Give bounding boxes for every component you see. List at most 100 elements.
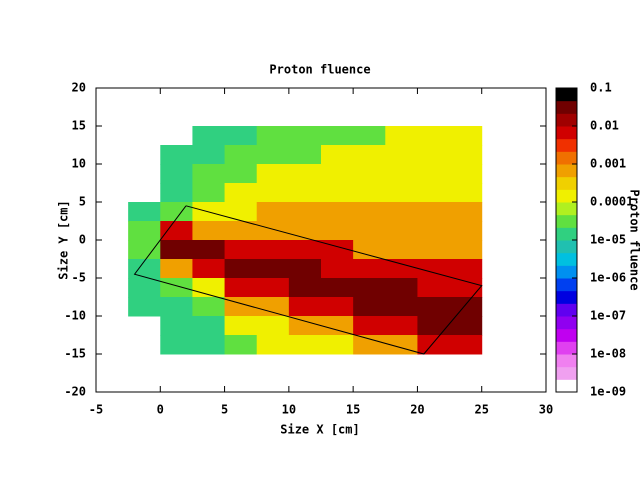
heatmap-cell bbox=[192, 297, 226, 317]
x-tick-label: 5 bbox=[221, 403, 228, 417]
colorbar-band bbox=[556, 252, 577, 266]
heatmap-cell bbox=[288, 202, 322, 222]
heatmap-cell bbox=[385, 164, 418, 184]
heatmap-cell bbox=[128, 202, 161, 222]
heatmap-cell bbox=[160, 164, 193, 184]
heatmap-cell bbox=[192, 221, 226, 241]
colorbar-tick-label: 0.0001 bbox=[590, 195, 633, 209]
heatmap-cell bbox=[128, 221, 161, 241]
heatmap-cell bbox=[417, 240, 451, 260]
heatmap-cell bbox=[224, 145, 258, 165]
heatmap-cell bbox=[385, 221, 418, 241]
heatmap-cell bbox=[224, 259, 258, 279]
colorbar-tick-label: 0.001 bbox=[590, 157, 626, 171]
colorbar-band bbox=[556, 113, 577, 127]
colorbar-tick-label: 0.1 bbox=[590, 81, 612, 95]
heatmap-cell bbox=[385, 183, 418, 203]
heatmap-cell bbox=[288, 335, 322, 355]
colorbar-band bbox=[556, 290, 577, 304]
heatmap-cell bbox=[192, 240, 226, 260]
heatmap-cell bbox=[288, 259, 322, 279]
heatmap-cell bbox=[128, 278, 161, 298]
heatmap-cell bbox=[256, 202, 290, 222]
heatmap-cell bbox=[160, 316, 193, 336]
heatmap-cell bbox=[288, 297, 322, 317]
heatmap-cell bbox=[160, 335, 193, 355]
heatmap-cell bbox=[449, 221, 483, 241]
heatmap-cell bbox=[417, 297, 451, 317]
heatmap-cell bbox=[321, 297, 354, 317]
heatmap-cell bbox=[224, 278, 258, 298]
heatmap-cell bbox=[321, 316, 354, 336]
heatmap-cell bbox=[353, 183, 386, 203]
heatmap-cell bbox=[224, 240, 258, 260]
colorbar-band bbox=[556, 138, 577, 152]
beam-outline bbox=[133, 205, 483, 355]
colorbar-band bbox=[556, 202, 577, 216]
heatmap-cell bbox=[128, 240, 161, 260]
heatmap-cell bbox=[160, 221, 193, 241]
colorbar-band bbox=[556, 316, 577, 330]
heatmap-cell bbox=[256, 145, 290, 165]
heatmap-cell bbox=[160, 297, 193, 317]
heatmap-cell bbox=[160, 183, 193, 203]
heatmap-cell bbox=[256, 297, 290, 317]
heatmap-cell bbox=[353, 335, 386, 355]
heatmap-cell bbox=[449, 278, 483, 298]
heatmap-cell bbox=[449, 316, 483, 336]
heatmap-cell bbox=[321, 164, 354, 184]
heatmap-cell bbox=[192, 145, 226, 165]
heatmap-cell bbox=[385, 145, 418, 165]
colorbar-band bbox=[556, 303, 577, 317]
colorbar-band bbox=[556, 265, 577, 279]
heatmap-cell bbox=[353, 297, 386, 317]
heatmap-cell bbox=[449, 335, 483, 355]
heatmap-cell bbox=[321, 278, 354, 298]
x-tick-label: 30 bbox=[539, 403, 553, 417]
heatmap-cell bbox=[288, 145, 322, 165]
heatmap-cell bbox=[224, 164, 258, 184]
colorbar-band bbox=[556, 227, 577, 241]
colorbar-band bbox=[556, 88, 577, 102]
heatmap-cell bbox=[417, 145, 451, 165]
heatmap-cell bbox=[321, 259, 354, 279]
colorbar-tick-label: 1e-07 bbox=[590, 309, 626, 323]
x-tick-label: 0 bbox=[157, 403, 164, 417]
heatmap-cell bbox=[417, 259, 451, 279]
heatmap-cell bbox=[449, 145, 483, 165]
y-axis-label: Size Y [cm] bbox=[57, 200, 71, 279]
heatmap-cell bbox=[288, 164, 322, 184]
colorbar-band bbox=[556, 366, 577, 380]
y-tick-label: 15 bbox=[72, 119, 86, 133]
colorbar-band bbox=[556, 354, 577, 368]
heatmap-cell bbox=[288, 278, 322, 298]
heatmap-cell bbox=[288, 183, 322, 203]
colorbar-band bbox=[556, 100, 577, 114]
heatmap-cell bbox=[160, 278, 193, 298]
x-tick-label: 25 bbox=[474, 403, 488, 417]
heatmap-cell bbox=[224, 335, 258, 355]
heatmap-cell bbox=[192, 164, 226, 184]
heatmap-cell bbox=[192, 183, 226, 203]
colorbar-tick-label: 1e-09 bbox=[590, 385, 626, 399]
heatmap-cell bbox=[128, 297, 161, 317]
colorbar-band bbox=[556, 126, 577, 140]
y-tick-label: -15 bbox=[64, 347, 86, 361]
heatmap-cell bbox=[256, 278, 290, 298]
heatmap-cell bbox=[449, 240, 483, 260]
heatmap-cell bbox=[449, 297, 483, 317]
colorbar-band bbox=[556, 328, 577, 342]
heatmap-cell bbox=[256, 126, 290, 146]
heatmap-cell bbox=[288, 240, 322, 260]
heatmap-cell bbox=[256, 316, 290, 336]
heatmap-cell bbox=[224, 221, 258, 241]
y-tick-label: -20 bbox=[64, 385, 86, 399]
heatmap-cell bbox=[417, 221, 451, 241]
colorbar-band bbox=[556, 164, 577, 178]
heatmap-cell bbox=[385, 240, 418, 260]
heatmap-cell bbox=[192, 316, 226, 336]
heatmap-cell bbox=[417, 164, 451, 184]
heatmap-cell bbox=[256, 259, 290, 279]
heatmap-cell bbox=[256, 221, 290, 241]
